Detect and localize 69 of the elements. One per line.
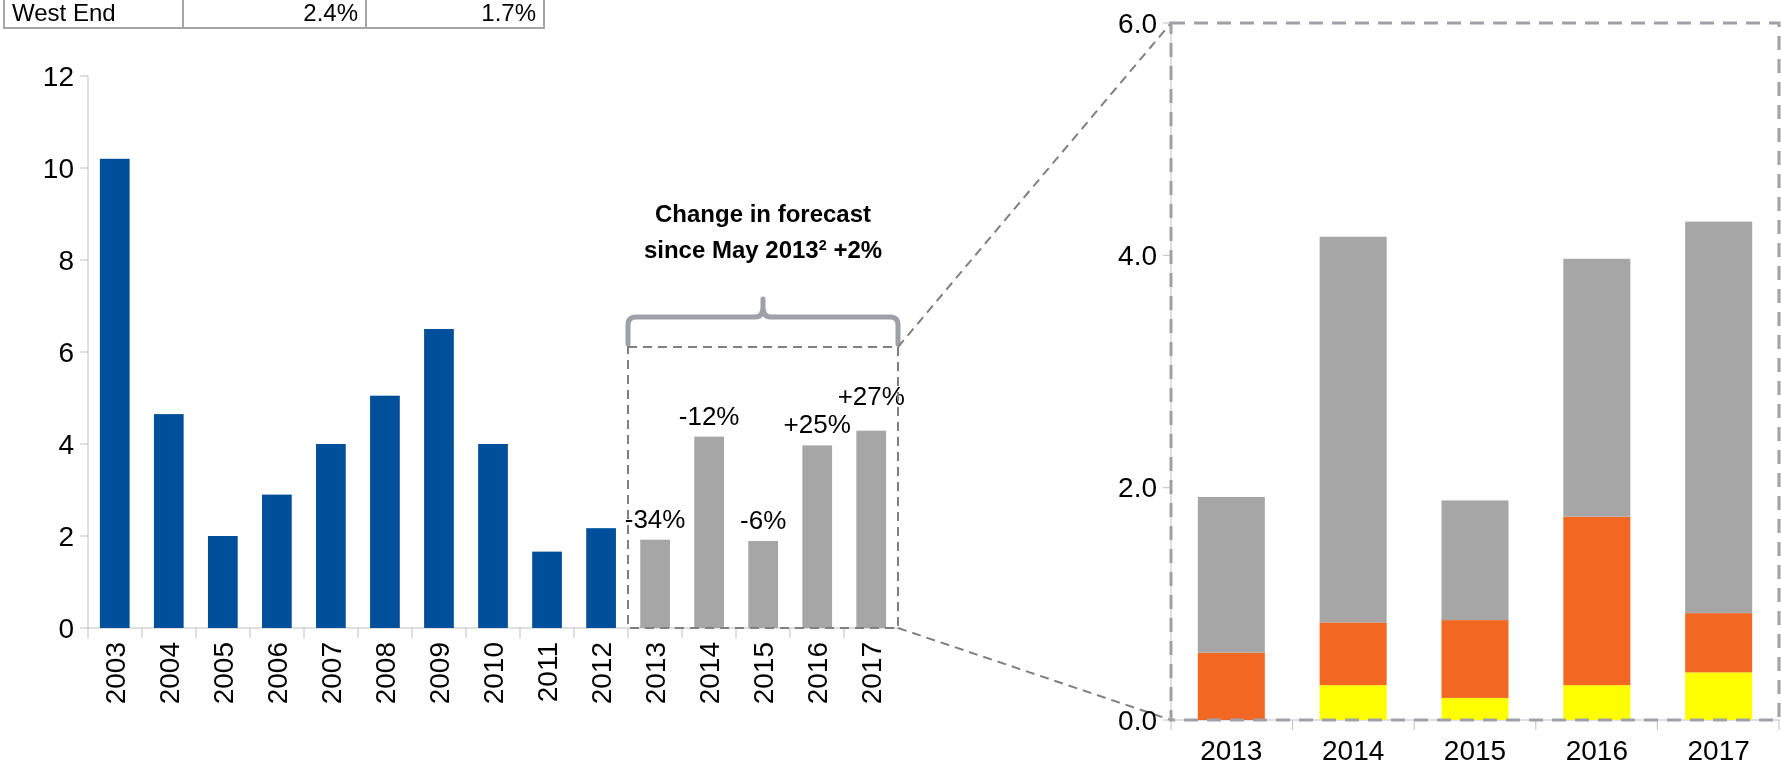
y-tick-label: 10 <box>42 152 74 184</box>
bar <box>1197 496 1265 653</box>
bar <box>153 414 184 628</box>
bar <box>1441 697 1509 720</box>
bar <box>1319 685 1387 720</box>
bar <box>748 541 779 628</box>
x-tick-label: 2004 <box>153 642 185 705</box>
bar <box>478 444 508 628</box>
x-tick-label: 2009 <box>423 642 455 705</box>
x-tick-label: 2008 <box>369 642 401 705</box>
y-tick-label: 8 <box>58 244 74 276</box>
bar <box>1563 258 1631 517</box>
text: 1.7% <box>481 0 536 26</box>
bar <box>1319 236 1387 623</box>
x-tick-label: 2010 <box>477 642 509 705</box>
x-tick-label: 2005 <box>207 642 239 705</box>
bar <box>370 395 400 628</box>
bar <box>1441 620 1509 698</box>
bar <box>1441 500 1509 621</box>
y-tick-label: 12 <box>42 60 74 92</box>
x-tick-label: 2011 <box>531 642 563 703</box>
x-tick-label: 2013 <box>639 642 671 705</box>
annotation: +27% <box>837 381 905 412</box>
bar <box>1685 613 1753 673</box>
x-tick-label: 2016 <box>802 642 834 705</box>
y-tick-label: 0.0 <box>1118 704 1157 736</box>
y-tick-label: 6.0 <box>1118 7 1157 39</box>
annotation: -34% <box>624 503 686 534</box>
x-tick-label: 2017 <box>856 642 888 705</box>
text: 2.4% <box>303 0 358 26</box>
bar <box>1197 652 1265 720</box>
bar <box>207 536 238 628</box>
bar <box>640 539 670 628</box>
y-tick-label: 2 <box>58 520 74 552</box>
text: West End <box>12 0 116 26</box>
annotation: -12% <box>678 400 740 431</box>
bar <box>424 329 454 628</box>
bar <box>1685 672 1753 720</box>
x-tick-label: 2006 <box>261 642 293 705</box>
y-tick-label: 0 <box>58 612 74 644</box>
x-tick-label: 2016 <box>1565 735 1628 765</box>
bar <box>1319 622 1387 686</box>
x-tick-label: 2014 <box>1322 735 1385 765</box>
x-tick-label: 2015 <box>1443 735 1507 765</box>
y-tick-label: 4 <box>58 428 74 460</box>
bar <box>316 444 346 628</box>
annotation: Change in forecast since May 2013$^{2}$ +2% <box>643 200 883 263</box>
annotation: +25% <box>783 409 851 440</box>
bar <box>586 528 616 628</box>
bar <box>1563 516 1631 686</box>
bar <box>99 158 130 628</box>
x-tick-label: 2014 <box>693 642 725 705</box>
bar <box>856 430 887 628</box>
bar <box>1685 221 1753 614</box>
x-tick-label: 2007 <box>315 642 347 705</box>
y-tick-label: 4.0 <box>1118 240 1157 272</box>
bar <box>1563 685 1631 720</box>
x-tick-label: 2003 <box>99 642 131 705</box>
annotation: -6% <box>740 505 787 536</box>
bar <box>694 436 724 628</box>
bar <box>802 445 833 628</box>
x-tick-label: 2015 <box>747 642 779 705</box>
bar <box>262 494 292 628</box>
y-tick-label: 6 <box>58 336 74 368</box>
x-tick-label: 2017 <box>1687 735 1750 765</box>
bar <box>532 551 562 628</box>
y-tick-label: 2.0 <box>1118 472 1157 504</box>
x-tick-label: 2012 <box>585 642 617 705</box>
x-tick-label: 2013 <box>1200 735 1263 765</box>
